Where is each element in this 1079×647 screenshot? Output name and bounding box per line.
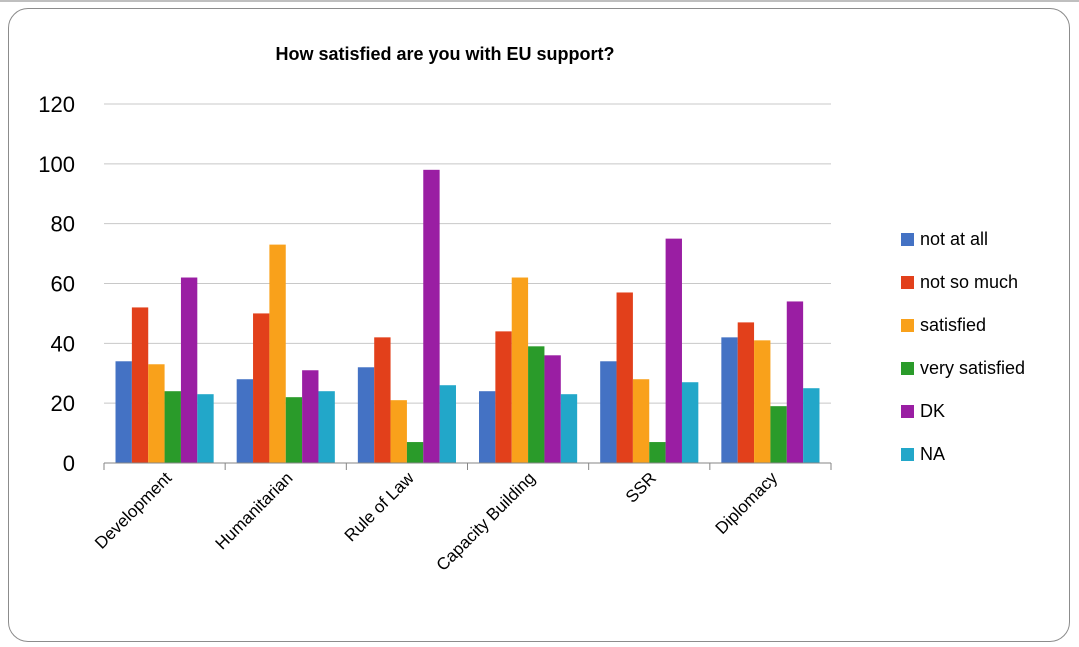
bar-2-2	[390, 400, 407, 463]
x-tick-label: Capacity Building	[433, 468, 539, 574]
y-tick-label: 20	[51, 391, 75, 416]
bar-0-4	[180, 277, 198, 463]
y-tick-label: 80	[51, 212, 75, 237]
bar-5-4	[786, 301, 804, 463]
legend-swatch-1	[901, 276, 914, 289]
bar-0-1	[131, 307, 149, 463]
axes	[103, 462, 832, 470]
bar-5-2	[754, 340, 771, 463]
bar-4-0	[600, 361, 617, 463]
y-tick-label: 40	[51, 331, 75, 356]
legend-label-0: not at all	[920, 229, 988, 249]
bar-5-5	[803, 388, 820, 463]
y-tick-label: 120	[38, 92, 75, 117]
y-axis-ticks: 0 20 40 60 80 100 120	[38, 92, 75, 476]
bar-3-1	[495, 331, 512, 463]
bar-2-5	[439, 385, 456, 463]
bar-3-2	[511, 277, 529, 463]
bar-3-5	[560, 394, 578, 463]
legend-swatch-2	[901, 319, 914, 332]
bar-1-4	[302, 370, 319, 463]
bar-0-3	[164, 391, 181, 463]
legend-label-4: DK	[920, 401, 945, 421]
x-axis-ticks: Development Humanitarian Rule of Law Capaci…	[91, 468, 781, 575]
bar-5-3	[770, 406, 787, 463]
bar-1-1	[253, 313, 270, 463]
bar-1-2	[269, 244, 286, 463]
y-tick-label: 100	[38, 152, 75, 177]
legend-swatch-3	[901, 362, 914, 375]
x-tick-label: SSR	[622, 468, 660, 506]
x-tick-label: Development	[91, 468, 175, 552]
bar-0-5	[197, 394, 214, 463]
y-tick-label: 0	[63, 451, 75, 476]
x-tick-label: Diplomacy	[712, 468, 782, 538]
bar-4-2	[632, 379, 650, 463]
bar-3-3	[528, 346, 545, 463]
bar-0-0	[115, 361, 132, 463]
legend: not at all not so much satisfied very satis…	[901, 229, 1025, 464]
y-tick-label: 60	[51, 272, 75, 297]
bar-4-3	[649, 442, 666, 463]
legend-swatch-0	[901, 233, 914, 246]
legend-swatch-4	[901, 405, 914, 418]
chart-canvas: How satisfied are you with EU support? 0…	[38, 44, 1025, 575]
legend-label-1: not so much	[920, 272, 1018, 292]
bar-3-0	[479, 391, 496, 463]
bar-2-3	[406, 442, 424, 463]
legend-swatch-5	[901, 448, 914, 461]
bar-2-1	[374, 337, 391, 463]
chart-frame: How satisfied are you with EU support? 0…	[8, 8, 1070, 642]
legend-label-3: very satisfied	[920, 358, 1025, 378]
bar-1-3	[285, 397, 303, 463]
x-tick-label: Rule of Law	[341, 468, 418, 545]
legend-label-5: NA	[920, 444, 945, 464]
gridlines	[104, 103, 831, 404]
bar-3-4	[544, 355, 561, 463]
x-tick-label: Humanitarian	[212, 468, 297, 553]
bar-4-1	[616, 292, 633, 463]
chart-title: How satisfied are you with EU support?	[275, 44, 614, 64]
bar-4-5	[681, 382, 699, 463]
bar-1-0	[236, 379, 254, 463]
page-top-border	[0, 0, 1079, 2]
bar-4-4	[665, 238, 682, 464]
bar-5-0	[721, 337, 738, 463]
bar-0-2	[148, 364, 165, 463]
bar-2-4	[423, 169, 440, 463]
bar-5-1	[737, 322, 755, 463]
legend-label-2: satisfied	[920, 315, 986, 335]
bar-1-5	[318, 391, 335, 463]
bar-2-0	[357, 367, 375, 463]
bars	[115, 169, 820, 464]
